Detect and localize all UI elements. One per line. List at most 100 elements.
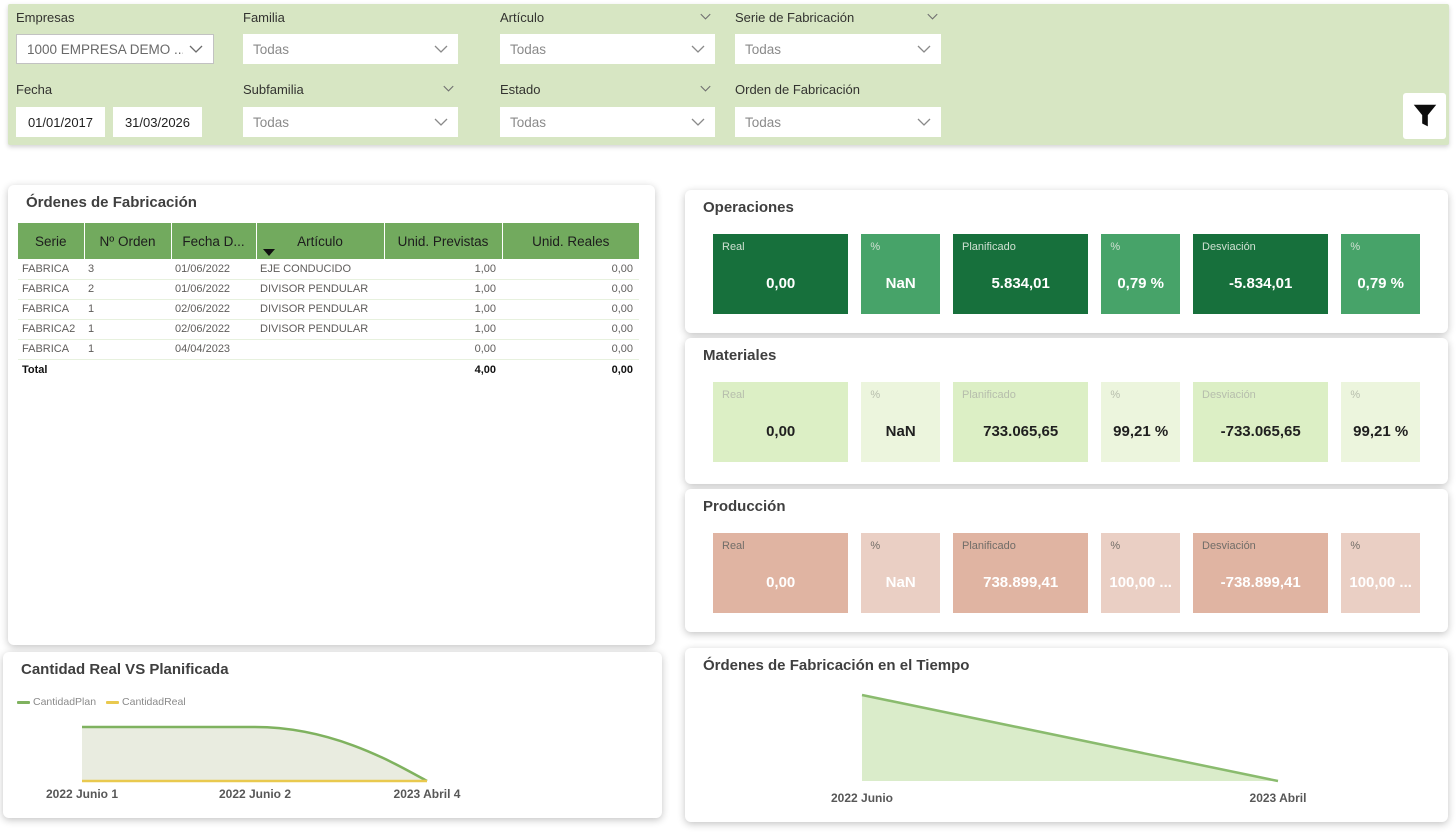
kpi-value: 738.899,41 xyxy=(983,574,1059,591)
produccion-kpi-tiles: Real 0,00% NaN Planificado 738.899,41% 100,00… xyxy=(713,533,1420,613)
chevron-down-icon[interactable] xyxy=(443,85,454,92)
slicer-empresas: Empresas xyxy=(16,10,214,25)
slicer-articulo-dropdown[interactable]: Todas xyxy=(500,34,715,64)
kpi-label: Real xyxy=(722,389,745,401)
kpi-tile[interactable]: % NaN xyxy=(861,382,940,462)
cell-serie: FABRICA xyxy=(18,339,84,360)
kpi-tile[interactable]: % 100,00 ... xyxy=(1101,533,1180,613)
kpi-value: 5.834,01 xyxy=(991,275,1050,292)
operaciones-card: Operaciones Real 0,00% NaN Planificado 5.834… xyxy=(685,190,1448,333)
legend-item: CantidadPlan xyxy=(17,696,96,708)
kpi-label: Desviación xyxy=(1202,540,1256,552)
kpi-tile[interactable]: % NaN xyxy=(861,234,940,314)
cell-fecha: 04/04/2023 xyxy=(171,339,256,360)
chart-title-cantidad: Cantidad Real VS Planificada xyxy=(21,661,229,678)
chevron-down-icon[interactable] xyxy=(700,13,711,20)
column-header-previstas[interactable]: Unid. Previstas xyxy=(383,223,502,259)
kpi-value: 99,21 % xyxy=(1353,423,1409,440)
fecha-from-input[interactable] xyxy=(16,107,105,137)
kpi-tile[interactable]: Desviación -733.065,65 xyxy=(1193,382,1329,462)
chevron-down-icon[interactable] xyxy=(927,13,938,20)
column-header-articulo[interactable]: Artículo xyxy=(255,223,384,259)
cell-articulo: DIVISOR PENDULAR xyxy=(256,319,384,340)
kpi-tile[interactable]: Planificado 738.899,41 xyxy=(953,533,1089,613)
chevron-down-icon xyxy=(691,45,705,53)
slicer-empresas-dropdown[interactable]: 1000 EMPRESA DEMO ... xyxy=(16,34,214,64)
slicer-subfamilia-dropdown[interactable]: Todas xyxy=(243,107,458,137)
column-header-orden[interactable]: Nº Orden xyxy=(83,223,171,259)
kpi-tile[interactable]: % 99,21 % xyxy=(1341,382,1420,462)
kpi-label: % xyxy=(1110,241,1121,253)
kpi-tile[interactable]: Desviación -5.834,01 xyxy=(1193,234,1329,314)
kpi-tile[interactable]: % NaN xyxy=(861,533,940,613)
legend-swatch xyxy=(17,700,30,704)
slicer-serie-dropdown[interactable]: Todas xyxy=(735,34,941,64)
kpi-label: Real xyxy=(722,540,745,552)
slicer-familia-value: Todas xyxy=(253,41,290,57)
kpi-tile[interactable]: Real 0,00 xyxy=(713,234,849,314)
column-header-reales[interactable]: Unid. Reales xyxy=(501,223,639,259)
cantidad-area-chart[interactable]: 2022 Junio 1 2022 Junio 2 2023 Abril 4 xyxy=(3,708,662,808)
x-axis-label: 2022 Junio xyxy=(831,791,893,805)
slicer-serie-value: Todas xyxy=(745,41,782,57)
produccion-card: Producción Real 0,00% NaN Planificado 738.89… xyxy=(685,489,1448,632)
slicer-familia-label: Familia xyxy=(243,10,285,25)
slicer-orden-dropdown[interactable]: Todas xyxy=(735,107,941,137)
column-header-fecha[interactable]: Fecha D... xyxy=(170,223,256,259)
kpi-label: % xyxy=(1350,241,1361,253)
filter-bar: Empresas 1000 EMPRESA DEMO ... Familia T… xyxy=(8,4,1449,145)
apply-filters-button[interactable] xyxy=(1403,93,1446,139)
table-row[interactable]: FABRICA 1 02/06/2022 DIVISOR PENDULAR 1,00 0,… xyxy=(18,299,639,320)
slicer-subfamilia-label: Subfamilia xyxy=(243,82,304,97)
slicer-orden-fabricacion: Orden de Fabricación xyxy=(735,82,941,97)
table-row[interactable]: FABRICA 2 01/06/2022 DIVISOR PENDULAR 1,00 0,… xyxy=(18,279,639,300)
kpi-label: % xyxy=(1110,540,1121,552)
ordenes-tiempo-area-chart[interactable]: 2022 Junio 2023 Abril xyxy=(685,692,1448,810)
cell-fecha: 01/06/2022 xyxy=(171,279,256,300)
section-title-operaciones: Operaciones xyxy=(703,199,794,216)
kpi-tile[interactable]: Real 0,00 xyxy=(713,382,849,462)
column-header-serie[interactable]: Serie xyxy=(18,223,84,259)
kpi-tile[interactable]: % 99,21 % xyxy=(1101,382,1180,462)
kpi-tile[interactable]: % 100,00 ... xyxy=(1341,533,1420,613)
table-row[interactable]: FABRICA 3 01/06/2022 EJE CONDUCIDO 1,00 0,00 xyxy=(18,259,639,280)
funnel-icon xyxy=(1413,104,1436,127)
slicer-familia-dropdown[interactable]: Todas xyxy=(243,34,458,64)
kpi-tile[interactable]: % 0,79 % xyxy=(1341,234,1420,314)
slicer-estado-value: Todas xyxy=(510,114,547,130)
kpi-tile[interactable]: Real 0,00 xyxy=(713,533,849,613)
cell-previstas: 1,00 xyxy=(384,259,502,280)
legend-label: CantidadPlan xyxy=(33,696,97,708)
chevron-down-icon[interactable] xyxy=(700,85,711,92)
chevron-down-icon xyxy=(691,118,705,126)
kpi-tile[interactable]: Planificado 733.065,65 xyxy=(953,382,1089,462)
kpi-value: -733.065,65 xyxy=(1220,423,1301,440)
slicer-estado: Estado xyxy=(500,82,715,97)
cell-previstas: 1,00 xyxy=(384,279,502,300)
fecha-to-input[interactable] xyxy=(113,107,202,137)
cell-articulo: DIVISOR PENDULAR xyxy=(256,279,384,300)
cell-reales: 0,00 xyxy=(502,259,639,280)
cell-orden: 1 xyxy=(84,339,171,360)
slicer-estado-dropdown[interactable]: Todas xyxy=(500,107,715,137)
kpi-label: % xyxy=(870,241,881,253)
kpi-tile[interactable]: % 0,79 % xyxy=(1101,234,1180,314)
cell-previstas: 1,00 xyxy=(384,319,502,340)
slicer-subfamilia-value: Todas xyxy=(253,114,290,130)
slicer-subfamilia: Subfamilia xyxy=(243,82,458,97)
kpi-value: -5.834,01 xyxy=(1228,275,1293,292)
legend-swatch xyxy=(106,700,120,704)
table-row[interactable]: FABRICA2 1 02/06/2022 DIVISOR PENDULAR 1,00 0… xyxy=(18,319,639,340)
total-previstas: 4,00 xyxy=(384,358,502,381)
table-row[interactable]: FABRICA 1 04/04/2023 0,00 0,00 xyxy=(18,339,639,360)
kpi-tile[interactable]: Planificado 5.834,01 xyxy=(953,234,1089,314)
ordenes-tiempo-chart-card: Órdenes de Fabricación en el Tiempo 2022… xyxy=(685,648,1448,822)
cell-reales: 0,00 xyxy=(502,299,639,320)
cell-serie: FABRICA2 xyxy=(18,319,84,340)
kpi-tile[interactable]: Desviación -738.899,41 xyxy=(1193,533,1329,613)
slicer-empresas-value: 1000 EMPRESA DEMO ... xyxy=(27,41,183,57)
slicer-orden-value: Todas xyxy=(745,114,782,130)
cell-serie: FABRICA xyxy=(18,259,84,280)
slicer-estado-label: Estado xyxy=(500,82,541,97)
cell-reales: 0,00 xyxy=(502,339,639,360)
